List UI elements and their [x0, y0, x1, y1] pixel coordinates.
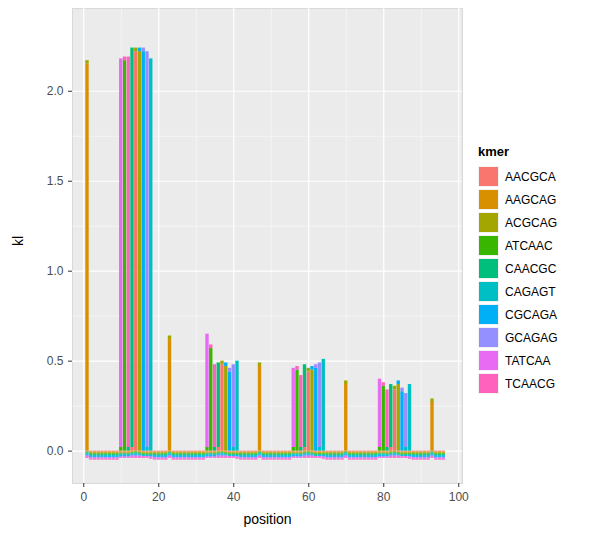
html-text:CAGAGT: CAGAGT — [505, 284, 556, 299]
html-text:TCAACG: TCAACG — [505, 376, 555, 391]
svg-text:1.5: 1.5 — [47, 174, 64, 188]
svg-text:2.0: 2.0 — [47, 84, 64, 98]
svg-text:1.0: 1.0 — [47, 264, 64, 278]
svg-text:position: position — [243, 511, 291, 527]
html-text:kmer: kmer — [478, 144, 510, 159]
svg-text:0.0: 0.0 — [47, 444, 64, 458]
html-text:GCAGAG: GCAGAG — [505, 330, 558, 345]
svg-text:0.5: 0.5 — [47, 354, 64, 368]
svg-text:40: 40 — [227, 490, 241, 504]
svg-text:100: 100 — [449, 490, 469, 504]
svg-text:20: 20 — [152, 490, 166, 504]
html-text:AAGCAG: AAGCAG — [505, 192, 557, 207]
svg-text:kl: kl — [10, 236, 26, 246]
html-text:CAACGC: CAACGC — [505, 261, 557, 276]
html-text:ATCAAC: ATCAAC — [505, 238, 553, 253]
svg-text:60: 60 — [302, 490, 316, 504]
svg-text:0: 0 — [80, 490, 87, 504]
html-text:AACGCA: AACGCA — [505, 169, 556, 184]
html-text:CGCAGA: CGCAGA — [505, 307, 557, 322]
html-text:TATCAA: TATCAA — [505, 353, 551, 368]
svg-text:80: 80 — [377, 490, 391, 504]
html-text:ACGCAG: ACGCAG — [505, 215, 557, 230]
